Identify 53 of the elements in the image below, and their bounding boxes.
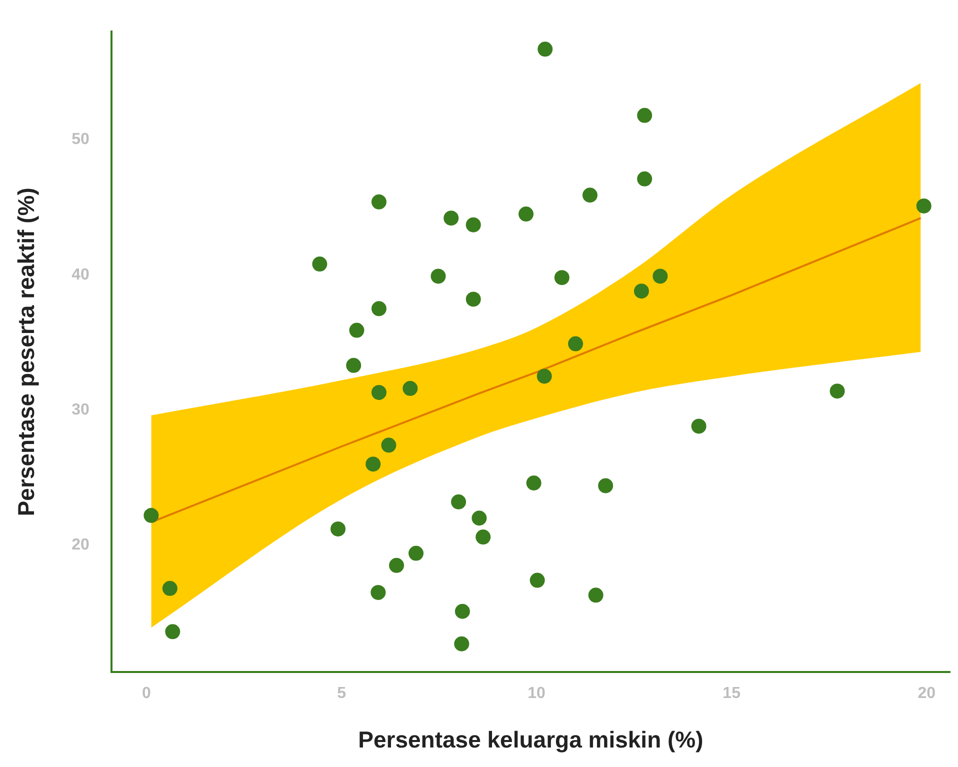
- x-tick-label: 0: [142, 685, 152, 702]
- point: [402, 380, 418, 396]
- x-tick-label: 20: [918, 685, 936, 702]
- point: [472, 510, 487, 526]
- point: [366, 456, 381, 472]
- y-tick-label: 20: [72, 536, 90, 554]
- x-tick-label: 10: [528, 685, 546, 702]
- point: [652, 268, 668, 284]
- point: [916, 198, 932, 214]
- point: [454, 636, 470, 652]
- point: [466, 292, 481, 307]
- x-tick-label: 5: [337, 685, 346, 702]
- x-tick-label: 15: [722, 685, 741, 702]
- point: [144, 508, 159, 523]
- point: [162, 580, 178, 596]
- point: [536, 368, 552, 384]
- point: [349, 322, 364, 338]
- point: [526, 475, 542, 490]
- point: [637, 171, 652, 186]
- point: [518, 206, 534, 222]
- y-tick-label: 40: [72, 266, 90, 284]
- point: [554, 270, 570, 286]
- y-tick-label: 50: [72, 131, 90, 148]
- point: [691, 418, 706, 434]
- point: [830, 384, 845, 399]
- point: [444, 210, 459, 226]
- point: [476, 530, 491, 545]
- point: [371, 194, 386, 210]
- point: [346, 358, 362, 373]
- point: [466, 217, 481, 232]
- point: [538, 42, 553, 57]
- point: [588, 588, 604, 603]
- point: [634, 284, 649, 299]
- point: [371, 384, 386, 400]
- y-axis-title: Persentase peserta reaktif (%): [13, 188, 40, 516]
- point: [330, 521, 346, 536]
- point: [568, 336, 584, 352]
- point: [637, 108, 652, 123]
- point: [165, 624, 180, 640]
- point: [371, 301, 386, 316]
- point: [454, 604, 470, 619]
- point: [381, 438, 396, 453]
- point: [582, 188, 598, 203]
- point: [370, 584, 386, 600]
- point: [430, 268, 446, 284]
- point: [408, 546, 424, 561]
- x-axis-title: Persentase keluarga miskin (%): [358, 726, 704, 753]
- point: [598, 478, 614, 494]
- point: [530, 572, 545, 588]
- point: [312, 256, 328, 272]
- point: [451, 494, 466, 510]
- point: [389, 558, 404, 573]
- y-tick-label: 30: [72, 401, 90, 418]
